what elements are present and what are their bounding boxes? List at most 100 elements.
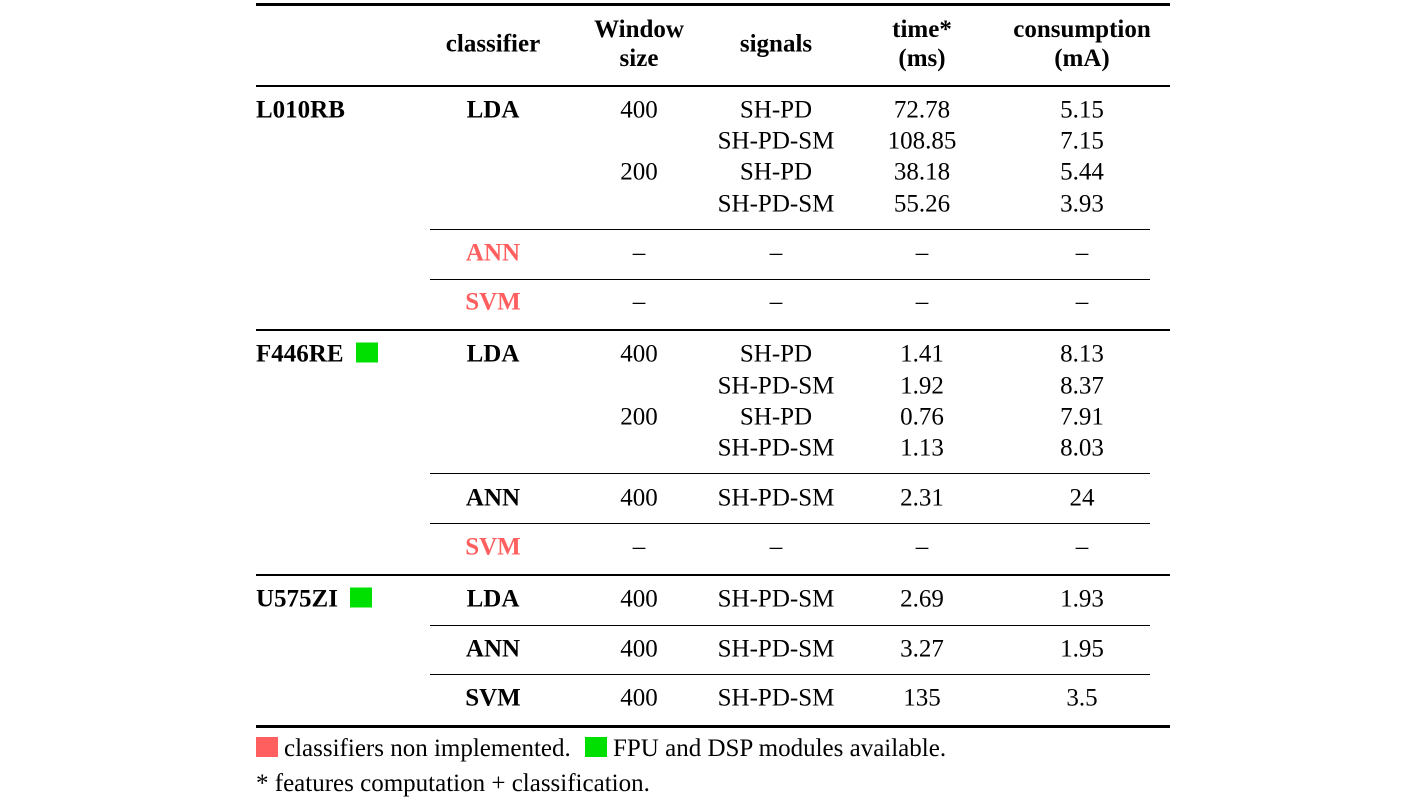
cell-window: –: [632, 288, 646, 316]
cell-window: 400: [620, 585, 658, 613]
section-rule: [256, 85, 1170, 87]
classifier-name: ANN: [465, 239, 521, 267]
header-window-size: Window size: [594, 15, 684, 73]
cell-window: –: [632, 533, 646, 561]
cell-window: 400: [620, 484, 658, 512]
cell-consumption: 1.93: [1060, 585, 1104, 613]
header-signals: signals: [739, 30, 813, 58]
cell-time: 38.18: [893, 158, 951, 186]
fpu-dsp-square-icon: [355, 342, 378, 363]
cell-signals: SH-PD-SM: [717, 127, 835, 155]
cell-time: 108.85: [887, 127, 957, 155]
row-divider: [430, 625, 1150, 626]
row-divider: [430, 674, 1150, 675]
cell-signals: –: [769, 288, 783, 316]
red-square-icon: [256, 737, 278, 757]
footnote-fpu-dsp: FPU and DSP modules available.: [612, 735, 947, 762]
cell-consumption: 7.91: [1060, 403, 1104, 431]
cell-time: 2.31: [900, 484, 944, 512]
row-divider: [430, 473, 1150, 474]
cell-consumption: 5.15: [1060, 96, 1104, 124]
classifier-name: SVM: [465, 684, 521, 712]
section-rule: [256, 574, 1170, 576]
cell-time: –: [915, 533, 929, 561]
cell-consumption: 8.13: [1060, 340, 1104, 368]
green-square-icon: [584, 737, 607, 757]
footnote-time: * features computation + classification.: [256, 770, 650, 797]
cell-consumption: 3.5: [1066, 684, 1098, 712]
classifier-name: ANN: [465, 635, 521, 663]
cell-signals: –: [769, 533, 783, 561]
cell-signals: SH-PD-SM: [717, 372, 835, 400]
cell-time: –: [915, 288, 929, 316]
cell-consumption: –: [1075, 239, 1089, 267]
footnote-legend: classifiers non implemented. FPU and DSP…: [256, 735, 946, 763]
classifier-name: LDA: [466, 585, 520, 613]
classifier-name: LDA: [466, 96, 520, 124]
cell-signals: SH-PD-SM: [717, 190, 835, 218]
cell-consumption: 7.15: [1060, 127, 1104, 155]
cell-signals: SH-PD-SM: [717, 684, 835, 712]
cell-signals: SH-PD-SM: [717, 635, 835, 663]
cell-time: 1.13: [900, 434, 944, 462]
cell-time: 2.69: [900, 585, 944, 613]
cell-time: 1.92: [900, 372, 944, 400]
cell-consumption: 5.44: [1060, 158, 1104, 186]
cell-window: 200: [620, 158, 658, 186]
cell-time: 55.26: [893, 190, 951, 218]
section-rule: [256, 329, 1170, 331]
cell-consumption: –: [1075, 533, 1089, 561]
header-time-line2: (ms): [898, 45, 946, 72]
header-time-line1: time*: [892, 16, 952, 43]
footnote-not-implemented: classifiers non implemented.: [284, 735, 571, 762]
classifier-name: SVM: [465, 533, 521, 561]
cell-window: –: [632, 239, 646, 267]
cell-window: 400: [620, 684, 658, 712]
device-name: F446RE: [256, 342, 378, 367]
device-name: U575ZI: [256, 587, 372, 612]
device-label: F446RE: [256, 340, 344, 368]
device-label: U575ZI: [256, 585, 338, 613]
cell-consumption: 3.93: [1060, 190, 1104, 218]
row-divider: [430, 229, 1150, 230]
header-classifier: classifier: [445, 30, 541, 58]
cell-consumption: 1.95: [1060, 635, 1104, 663]
section-rule: [256, 725, 1170, 728]
row-divider: [430, 523, 1150, 524]
header-consumption-line1: consumption: [1013, 16, 1151, 43]
classifier-name: LDA: [466, 340, 520, 368]
cell-consumption: –: [1075, 288, 1089, 316]
cell-window: 400: [620, 340, 658, 368]
cell-window: 400: [620, 635, 658, 663]
header-window-line1: Window: [594, 16, 684, 43]
cell-time: –: [915, 239, 929, 267]
cell-signals: SH-PD-SM: [717, 585, 835, 613]
cell-time: 3.27: [900, 635, 944, 663]
cell-signals: SH-PD: [739, 158, 813, 186]
cell-time: 1.41: [900, 340, 944, 368]
header-consumption: consumption (mA): [1013, 15, 1151, 73]
device-label: L010RB: [256, 96, 345, 124]
cell-signals: SH-PD: [739, 340, 813, 368]
cell-window: 200: [620, 403, 658, 431]
cell-consumption: 24: [1069, 484, 1095, 512]
header-window-line2: size: [619, 45, 659, 72]
cell-window: 400: [620, 96, 658, 124]
cell-signals: SH-PD: [739, 403, 813, 431]
classifier-name: ANN: [465, 484, 521, 512]
fpu-dsp-square-icon: [349, 587, 372, 608]
cell-signals: SH-PD: [739, 96, 813, 124]
cell-consumption: 8.03: [1060, 434, 1104, 462]
header-time: time* (ms): [892, 15, 952, 73]
cell-time: 72.78: [893, 96, 951, 124]
cell-consumption: 8.37: [1060, 372, 1104, 400]
cell-signals: –: [769, 239, 783, 267]
row-divider: [430, 279, 1150, 280]
cell-time: 135: [903, 684, 941, 712]
classifier-name: SVM: [465, 288, 521, 316]
cell-time: 0.76: [900, 403, 944, 431]
header-consumption-line2: (mA): [1054, 45, 1110, 72]
cell-signals: SH-PD-SM: [717, 484, 835, 512]
device-name: L010RB: [256, 98, 345, 123]
cell-signals: SH-PD-SM: [717, 434, 835, 462]
